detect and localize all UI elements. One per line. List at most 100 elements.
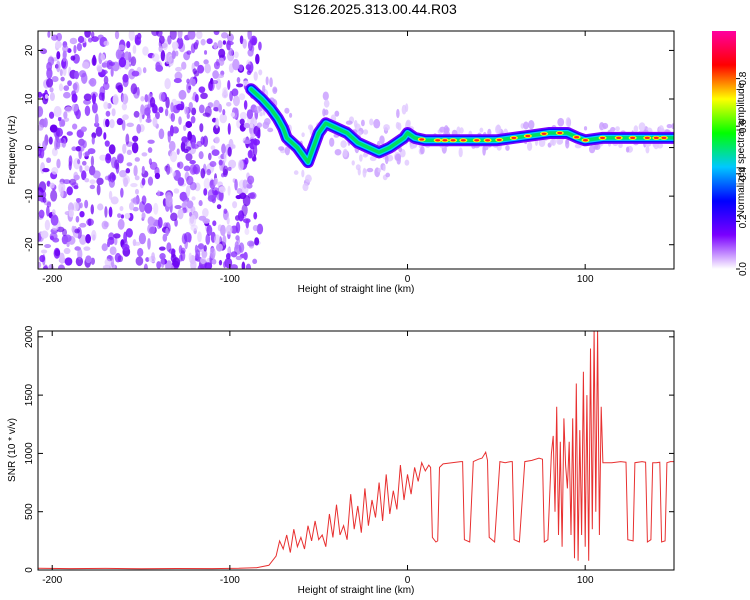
noise-blob: [173, 78, 182, 84]
ridge-halo-blob: [301, 132, 305, 138]
noise-blob: [62, 44, 69, 53]
snr-x-tick-label: -100: [220, 575, 240, 586]
noise-blob: [230, 112, 235, 118]
noise-blob: [49, 124, 58, 133]
noise-blob: [116, 117, 123, 126]
noise-blob: [109, 246, 117, 255]
noise-blob: [252, 224, 259, 232]
ridge-halo-blob: [383, 124, 390, 131]
noise-blob: [191, 141, 196, 149]
noise-blob: [108, 190, 113, 200]
noise-blob: [203, 245, 207, 252]
noise-blob: [247, 48, 254, 57]
noise-blob: [103, 40, 110, 46]
noise-blob: [242, 38, 247, 49]
noise-blob: [45, 78, 54, 88]
ridge-hotspot-red: [442, 139, 448, 142]
noise-blob: [138, 232, 147, 245]
ridge-halo-blob: [588, 145, 596, 154]
noise-blob: [204, 262, 213, 269]
noise-blob: [250, 133, 256, 138]
noise-blob: [108, 144, 116, 155]
noise-blob: [242, 218, 251, 224]
noise-blob: [110, 196, 119, 205]
noise-blob: [77, 35, 85, 44]
noise-blob: [114, 159, 120, 170]
noise-blob: [77, 159, 81, 165]
noise-blob: [152, 104, 158, 114]
colorbar-gradient: [712, 31, 736, 269]
noise-blob: [96, 177, 104, 186]
noise-blob: [164, 108, 169, 117]
noise-blob: [149, 97, 156, 108]
noise-blob: [228, 159, 237, 169]
noise-blob: [66, 186, 73, 196]
noise-blob: [247, 175, 255, 185]
noise-blob: [95, 126, 103, 137]
snr-x-tick-label: -200: [42, 575, 62, 586]
spectrogram-y-tick-label: -10: [24, 188, 35, 203]
noise-blob: [222, 109, 226, 116]
noise-blob: [64, 106, 73, 113]
noise-blob: [219, 113, 227, 124]
noise-blob: [167, 131, 172, 143]
noise-blob: [241, 204, 248, 217]
noise-blob: [56, 60, 61, 73]
noise-blob: [130, 56, 137, 67]
noise-blob: [202, 112, 211, 117]
noise-blob: [90, 31, 95, 39]
noise-blob: [125, 228, 133, 238]
colorbar-ticks: 0.0 0.2 0.4 0.6 0.8: [736, 71, 749, 276]
spectrogram-x-tick-label: -100: [220, 274, 240, 285]
noise-blob: [155, 64, 164, 72]
noise-blob: [143, 263, 148, 269]
noise-blob: [47, 31, 51, 38]
noise-blob: [148, 158, 153, 166]
noise-blob: [79, 222, 87, 228]
noise-blob: [125, 133, 130, 145]
noise-blob: [44, 243, 52, 249]
ridge-halo-blob: [439, 126, 446, 133]
noise-blob: [200, 168, 206, 179]
ridge-hotspot-red: [661, 136, 667, 140]
ridge-halo-blob: [394, 153, 402, 162]
noise-blob: [144, 202, 153, 214]
ridge-halo-blob: [342, 148, 348, 158]
ridge-halo-blob: [625, 146, 630, 153]
noise-blob: [121, 93, 129, 105]
noise-blob: [117, 213, 122, 218]
noise-blob: [112, 94, 119, 106]
ridge-hotspot-red: [485, 139, 491, 142]
noise-blob: [76, 42, 83, 52]
noise-blob: [244, 157, 249, 165]
noise-blob: [110, 67, 114, 77]
noise-blob: [197, 231, 202, 243]
spectrogram-x-label: Height of straight line (km): [298, 284, 415, 295]
snr-y-tick-label: 2000: [24, 325, 35, 348]
noise-blob: [85, 233, 92, 244]
ridge-halo-blob: [302, 183, 309, 192]
ridge-hotspot-red: [450, 139, 456, 142]
noise-blob: [144, 94, 149, 103]
noise-blob: [72, 123, 78, 130]
ridge-halo-blob: [526, 141, 533, 151]
ridge-hotspot-red: [616, 136, 622, 140]
noise-blob: [122, 73, 129, 83]
spectrogram-x-ticks: -200 -100 0 100: [42, 31, 594, 285]
noise-blob: [198, 104, 205, 114]
noise-blob: [75, 108, 81, 120]
noise-blob: [227, 166, 232, 171]
noise-blob: [171, 41, 179, 50]
ridge-halo-blob: [259, 112, 263, 117]
noise-blob: [165, 260, 173, 269]
ridge-halo-blob: [351, 160, 355, 166]
noise-blob: [174, 71, 183, 81]
noise-blob: [222, 40, 227, 45]
ridge-halo-blob: [323, 99, 330, 108]
noise-blob: [141, 165, 145, 175]
noise-blob: [229, 90, 233, 102]
noise-blob: [238, 93, 246, 101]
spectrogram-y-tick-label: 0: [24, 144, 35, 150]
noise-blob: [239, 118, 245, 125]
noise-blob: [204, 63, 211, 74]
